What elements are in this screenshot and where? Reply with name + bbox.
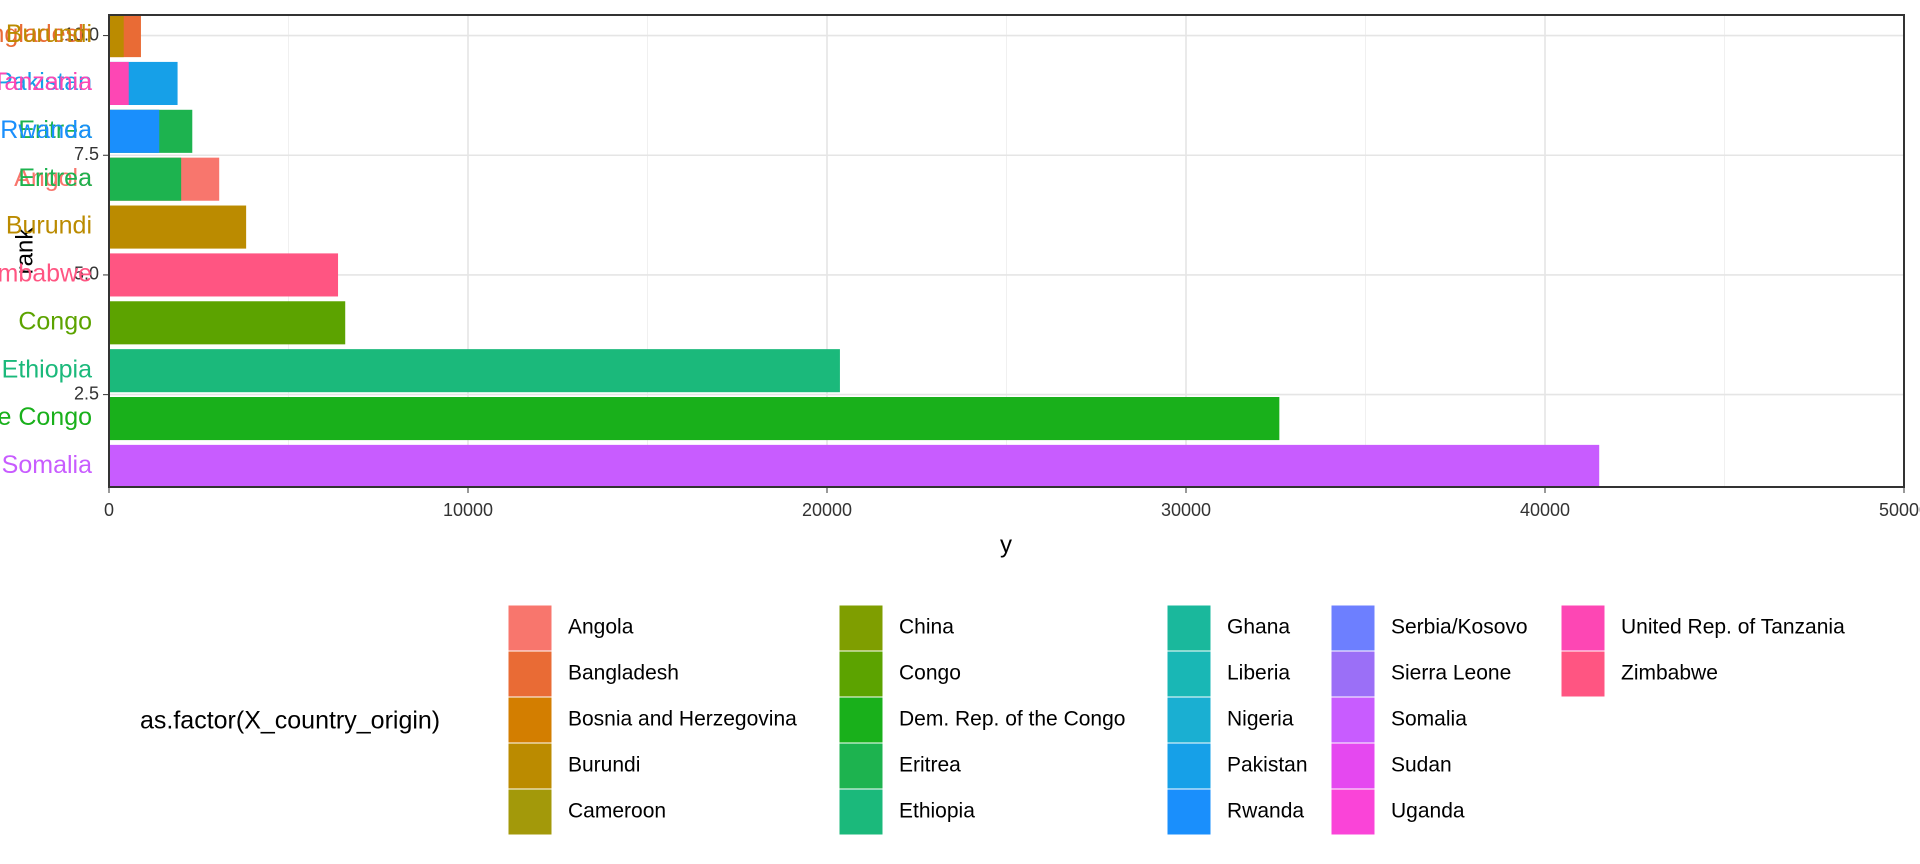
bar-label: Ethiopia bbox=[2, 355, 92, 383]
y-tick-label: 2.5 bbox=[74, 383, 99, 403]
legend-key bbox=[507, 604, 553, 652]
legend-key bbox=[507, 788, 553, 836]
legend-key bbox=[1166, 604, 1212, 652]
bar-label: Burundi bbox=[6, 212, 92, 240]
legend-label: Serbia/Kosovo bbox=[1391, 616, 1528, 639]
legend-label: Congo bbox=[899, 662, 961, 685]
y-tick-label: 7.5 bbox=[74, 144, 99, 164]
bar-label: Dem. Rep. of the Congo bbox=[0, 403, 92, 431]
legend-label: Rwanda bbox=[1227, 800, 1304, 823]
legend-key bbox=[1330, 742, 1376, 790]
bar-label: United Rep. of Tanzania bbox=[0, 68, 92, 96]
legend-label: Ethiopia bbox=[899, 800, 975, 823]
bar bbox=[109, 301, 346, 345]
plot-border bbox=[108, 14, 1905, 488]
legend-key bbox=[838, 742, 884, 790]
legend-key bbox=[1560, 650, 1606, 698]
x-tick-label: 40000 bbox=[1520, 500, 1570, 520]
legend-label: Bangladesh bbox=[568, 662, 679, 685]
legend-label: Zimbabwe bbox=[1621, 662, 1718, 685]
bar bbox=[109, 109, 160, 153]
legend-key bbox=[507, 650, 553, 698]
legend-key bbox=[1166, 650, 1212, 698]
x-tick-label: 0 bbox=[104, 500, 114, 520]
legend-key bbox=[1166, 742, 1212, 790]
x-tick-label: 20000 bbox=[802, 500, 852, 520]
bar bbox=[109, 444, 1600, 488]
y-tick-label: 5.0 bbox=[74, 264, 99, 284]
legend-label: Ghana bbox=[1227, 616, 1290, 639]
bar-label: Rwanda bbox=[0, 116, 92, 144]
legend-label: Somalia bbox=[1391, 708, 1467, 731]
bar bbox=[109, 253, 339, 297]
bar-label: Eritrea bbox=[18, 164, 92, 192]
legend-key bbox=[1166, 696, 1212, 744]
bar-label: Bangladesh bbox=[0, 20, 92, 48]
legend-key bbox=[838, 604, 884, 652]
legend-key bbox=[1330, 788, 1376, 836]
legend-key bbox=[507, 742, 553, 790]
legend-label: Dem. Rep. of the Congo bbox=[899, 708, 1125, 731]
x-axis-title: y bbox=[1000, 531, 1012, 558]
legend-label: United Rep. of Tanzania bbox=[1621, 616, 1845, 639]
legend-label: Sudan bbox=[1391, 754, 1452, 777]
legend-label: Burundi bbox=[568, 754, 640, 777]
bar-label: Pakistan bbox=[0, 68, 92, 96]
bar bbox=[109, 349, 840, 393]
legend-key bbox=[1330, 650, 1376, 698]
legend-key bbox=[1166, 788, 1212, 836]
legend-key bbox=[838, 788, 884, 836]
x-tick-label: 50000 bbox=[1879, 500, 1920, 520]
legend-label: Nigeria bbox=[1227, 708, 1294, 731]
y-axis-title: rank bbox=[11, 227, 38, 275]
legend-label: Uganda bbox=[1391, 800, 1465, 823]
legend-key bbox=[1560, 604, 1606, 652]
x-tick-label: 10000 bbox=[443, 500, 493, 520]
legend-label: Angola bbox=[568, 616, 634, 639]
legend-label: Sierra Leone bbox=[1391, 662, 1511, 685]
bar-label: Eritrea bbox=[18, 116, 92, 144]
legend-title: as.factor(X_country_origin) bbox=[140, 707, 440, 735]
bar bbox=[109, 61, 129, 105]
legend-label: Liberia bbox=[1227, 662, 1290, 685]
legend-key bbox=[1330, 696, 1376, 744]
y-tick-label: 10.0 bbox=[64, 24, 99, 44]
legend-label: China bbox=[899, 616, 954, 639]
legend-key bbox=[507, 696, 553, 744]
bar-label: Congo bbox=[18, 307, 92, 335]
x-tick-label: 30000 bbox=[1161, 500, 1211, 520]
legend-label: Eritrea bbox=[899, 754, 961, 777]
bar bbox=[109, 397, 1280, 441]
bar bbox=[109, 14, 124, 58]
bar-label: Somalia bbox=[2, 451, 92, 479]
legend-key bbox=[838, 696, 884, 744]
legend-label: Bosnia and Herzegovina bbox=[568, 708, 797, 731]
legend-label: Pakistan bbox=[1227, 754, 1308, 777]
bar bbox=[109, 157, 182, 201]
bar-label: Angola bbox=[14, 164, 92, 192]
bar-label: Burundi bbox=[6, 20, 92, 48]
bar-label: Zimbabwe bbox=[0, 260, 92, 288]
legend-key bbox=[1330, 604, 1376, 652]
legend-label: Cameroon bbox=[568, 800, 666, 823]
bar bbox=[109, 205, 247, 249]
legend-key bbox=[838, 650, 884, 698]
